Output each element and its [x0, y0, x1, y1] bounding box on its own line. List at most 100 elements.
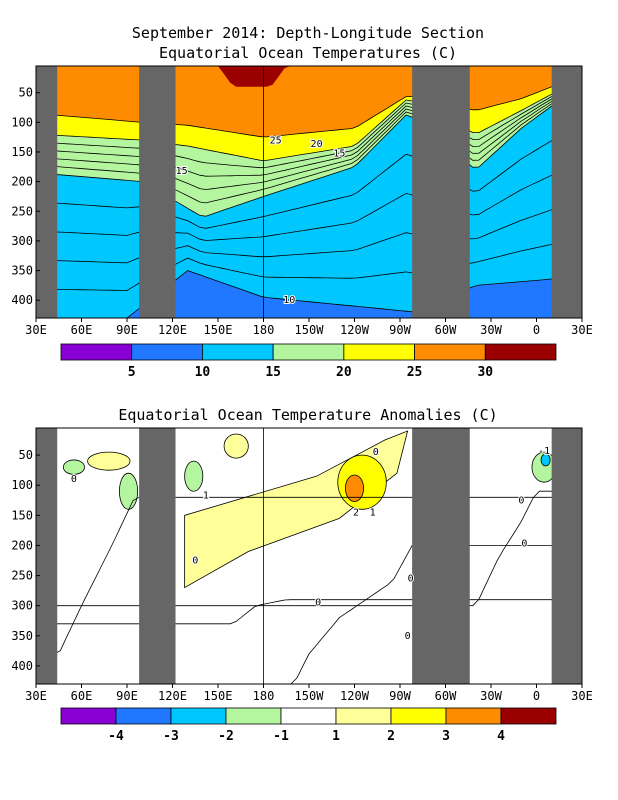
contour-label: 25 — [270, 136, 282, 147]
x-tick-label: 30E — [25, 689, 47, 703]
y-tick-label: 150 — [11, 145, 33, 159]
anomaly-chart-title: Equatorial Ocean Temperature Anomalies (… — [118, 406, 497, 424]
x-tick-label: 90W — [389, 689, 411, 703]
contour-label: 15 — [333, 149, 345, 160]
colorbar-swatch — [343, 343, 415, 361]
colorbar-tick-label: -3 — [163, 729, 179, 744]
land-mask — [551, 66, 582, 318]
x-tick-label: 90E — [116, 689, 138, 703]
colorbar-tick-label: 25 — [407, 365, 423, 380]
contour-label: 0 — [405, 631, 411, 642]
isotherm-line-thermocline — [36, 82, 582, 204]
land-mask — [412, 428, 470, 684]
y-tick-label: 200 — [11, 538, 33, 552]
anomaly-band-plus3 — [344, 474, 364, 502]
contour-label: 20 — [311, 139, 323, 150]
colorbar-swatch — [115, 707, 172, 725]
colorbar-swatch — [280, 707, 337, 725]
y-tick-label: 150 — [11, 508, 33, 522]
x-tick-label: 30W — [480, 689, 502, 703]
isotherm-line-deep — [36, 121, 582, 229]
anomaly-band-minus1-indian — [119, 472, 139, 510]
x-tick-label: 180 — [253, 689, 275, 703]
colorbar-swatch — [500, 707, 557, 725]
contour-label: 0 — [518, 495, 524, 506]
chart-title: September 2014: Depth-Longitude Section — [132, 24, 484, 42]
isotherm-line-15 — [36, 83, 582, 217]
colorbar-swatch — [484, 343, 557, 361]
colorbar-swatch — [202, 343, 274, 361]
isotherm-line-thermocline — [36, 79, 582, 177]
x-tick-label: 90E — [116, 323, 138, 337]
colorbar-swatch — [445, 707, 502, 725]
colorbar-swatch — [335, 707, 392, 725]
y-tick-label: 50 — [19, 86, 33, 100]
y-tick-label: 350 — [11, 629, 33, 643]
colorbar-tick-label: 10 — [195, 365, 211, 380]
anomaly-zero-contour — [36, 496, 582, 655]
land-mask — [551, 428, 582, 684]
anomaly-band-plus1-indian — [87, 451, 131, 471]
colorbar-swatch — [225, 707, 282, 725]
contour-label: 0 — [71, 474, 77, 485]
contour-label: 1 — [203, 490, 209, 501]
colorbar-tick-label: 1 — [332, 729, 340, 744]
colorbar-swatch — [414, 343, 486, 361]
colorbar-tick-label: 5 — [128, 365, 136, 380]
colorbar-tick-label: 3 — [442, 729, 450, 744]
colorbar-swatch — [272, 343, 345, 361]
land-mask — [36, 66, 58, 318]
isotherm-line-10 — [36, 270, 582, 318]
anomaly-band-minus2-atlantic — [540, 453, 551, 467]
anomaly-zero-contour — [36, 599, 582, 625]
colorbar-tick-label: -2 — [218, 729, 234, 744]
y-tick-label: 250 — [11, 569, 33, 583]
y-tick-label: 100 — [11, 478, 33, 492]
colorbar-tick-label: 30 — [477, 365, 493, 380]
contour-label: 0 — [373, 447, 379, 458]
axes-1: 30E 60E 90E 120E 150E 180 150W 120W 90W 60W 30W 0 30… — [11, 427, 593, 744]
x-tick-label: 120W — [340, 689, 370, 703]
anomaly-band-minus1-central — [184, 460, 204, 492]
x-tick-label: 90W — [389, 323, 411, 337]
contour-label: 2 — [353, 507, 359, 518]
x-tick-label: 60E — [71, 689, 93, 703]
x-tick-label: 30E — [571, 323, 593, 337]
anomaly-zero-contour — [36, 490, 582, 607]
x-tick-label: 30E — [571, 689, 593, 703]
x-tick-label: 150E — [204, 689, 233, 703]
x-tick-label: 150E — [204, 323, 233, 337]
isotherm-line-deep — [36, 199, 582, 264]
isotherm-line-thermocline — [36, 78, 582, 169]
y-tick-label: 250 — [11, 204, 33, 218]
x-tick-label: 60W — [435, 323, 457, 337]
x-tick-label: 60E — [71, 323, 93, 337]
isotherm-line-20 — [36, 77, 582, 161]
isotherm-line-deep — [36, 160, 582, 241]
land-mask — [36, 428, 58, 684]
colorbar-swatch — [60, 343, 133, 361]
isotherm-line-thermocline — [36, 81, 582, 190]
x-tick-label: 150W — [295, 323, 325, 337]
y-tick-label: 300 — [11, 234, 33, 248]
x-tick-label: 60W — [435, 689, 457, 703]
y-tick-label: 300 — [11, 599, 33, 613]
anomaly-background — [36, 428, 582, 684]
isotherm-line-25 — [36, 74, 582, 138]
x-tick-label: 180 — [253, 323, 275, 337]
colorbar-tick-label: 20 — [336, 365, 352, 380]
temperature-field: 25 20 15 15 10 — [36, 66, 582, 318]
colorbar-tick-label: -1 — [273, 729, 289, 744]
colorbar-tick-label: -4 — [108, 729, 124, 744]
colorbar-swatch — [60, 707, 117, 725]
land-mask — [139, 66, 176, 318]
y-tick-label: 100 — [11, 115, 33, 129]
y-tick-label: 50 — [19, 448, 33, 462]
colorbar-swatch — [131, 343, 203, 361]
x-tick-label: 0 — [533, 689, 540, 703]
anomaly-zero-contour — [36, 545, 582, 684]
x-tick-label: 120E — [158, 689, 187, 703]
y-tick-label: 400 — [11, 293, 33, 307]
